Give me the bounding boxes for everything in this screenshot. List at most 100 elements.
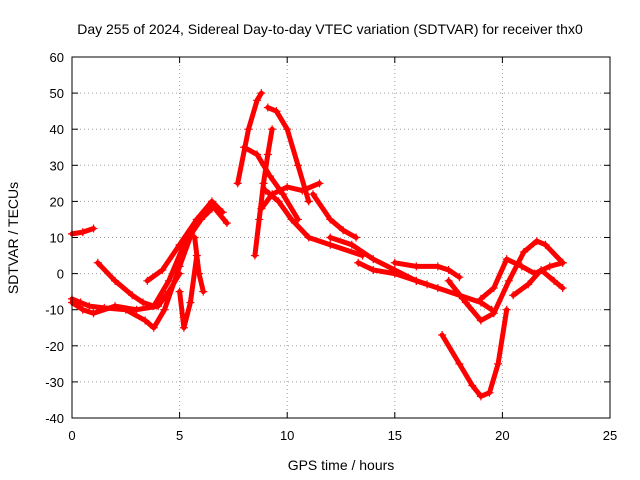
data-point: [550, 276, 559, 285]
data-point: [192, 215, 201, 224]
data-point: [369, 255, 378, 264]
series-trace-17: [390, 258, 464, 282]
data-point: [476, 392, 485, 401]
data-point: [412, 276, 421, 285]
y-tick-label: 30: [50, 158, 64, 173]
data-point: [309, 190, 318, 199]
data-point: [265, 172, 274, 181]
data-point: [175, 269, 184, 278]
data-point: [519, 247, 528, 256]
data-point: [255, 215, 264, 224]
series-line: [241, 144, 301, 222]
data-point: [326, 240, 335, 249]
data-point: [545, 262, 554, 271]
data-point: [164, 287, 173, 296]
x-tick-label: 5: [176, 428, 183, 443]
series-line: [235, 90, 264, 186]
series-line: [177, 253, 200, 331]
data-point: [502, 305, 511, 314]
data-point: [476, 316, 485, 325]
data-point: [287, 215, 296, 224]
data-point: [315, 179, 324, 188]
data-point: [89, 309, 98, 318]
data-point: [158, 265, 167, 274]
data-point: [283, 182, 292, 191]
plot-frame: [71, 56, 611, 419]
series-trace-18: [438, 305, 511, 401]
data-point: [455, 273, 464, 282]
series-line: [310, 191, 359, 240]
data-point: [263, 150, 272, 159]
data-point: [489, 309, 498, 318]
data-point: [175, 287, 184, 296]
data-point: [85, 302, 94, 311]
y-tick-label: 50: [50, 86, 64, 101]
data-point: [164, 276, 173, 285]
data-point: [199, 287, 208, 296]
data-point: [339, 226, 348, 235]
data-point: [558, 258, 567, 267]
data-point: [537, 265, 546, 274]
data-point: [369, 265, 378, 274]
series-line: [439, 307, 510, 399]
data-point: [433, 262, 442, 271]
data-point: [489, 284, 498, 293]
data-point: [412, 262, 421, 271]
data-point: [455, 359, 464, 368]
data-point: [524, 280, 533, 289]
data-point: [461, 298, 470, 307]
data-point: [111, 276, 120, 285]
data-point: [190, 233, 199, 242]
data-point: [485, 388, 494, 397]
y-tick-label: -10: [45, 303, 64, 318]
data-point: [149, 323, 158, 332]
axes: -40 -30 -20 -10 0 10 20 30 40 50 60 0 5 10 15 20 25: [45, 50, 617, 443]
data-point: [476, 294, 485, 303]
data-point: [207, 201, 216, 210]
y-axis-label: SDTVAR / TECUs: [5, 182, 21, 294]
data-point: [509, 291, 518, 300]
data-point: [222, 219, 231, 228]
data-point: [89, 224, 98, 233]
series-trace-8: [233, 89, 266, 188]
data-point: [128, 291, 137, 300]
series-trace-11: [257, 179, 324, 213]
data-point: [194, 269, 203, 278]
data-point: [504, 276, 513, 285]
data-point: [433, 284, 442, 293]
data-point: [263, 103, 272, 112]
data-point: [257, 204, 266, 213]
data-point: [139, 298, 148, 307]
data-point: [253, 96, 262, 105]
data-point: [253, 150, 262, 159]
data-point: [494, 359, 503, 368]
x-tick-label: 15: [388, 428, 402, 443]
data-point: [175, 240, 184, 249]
data-point: [233, 179, 242, 188]
data-point: [354, 258, 363, 267]
data-point: [444, 276, 453, 285]
data-point: [268, 125, 277, 134]
series-trace-21: [509, 265, 567, 300]
series-trace-12: [263, 103, 313, 206]
data-point: [259, 179, 268, 188]
data-point: [532, 237, 541, 246]
y-tick-label: 10: [50, 231, 64, 246]
data-point: [390, 258, 399, 267]
y-tick-label: -30: [45, 375, 64, 390]
series-trace-10: [250, 125, 277, 260]
grid: [72, 57, 610, 418]
data-point: [274, 197, 283, 206]
data-point: [347, 240, 356, 249]
data-point: [240, 143, 249, 152]
data-point: [257, 89, 266, 98]
data-point: [304, 197, 313, 206]
y-tick-label: -20: [45, 339, 64, 354]
y-tick-label: -40: [45, 411, 64, 426]
data-point: [326, 233, 335, 242]
data-point: [111, 302, 120, 311]
series-trace-9: [240, 143, 302, 224]
data-point: [141, 316, 150, 325]
series-trace-14: [309, 190, 361, 242]
series-trace-7: [190, 233, 208, 296]
